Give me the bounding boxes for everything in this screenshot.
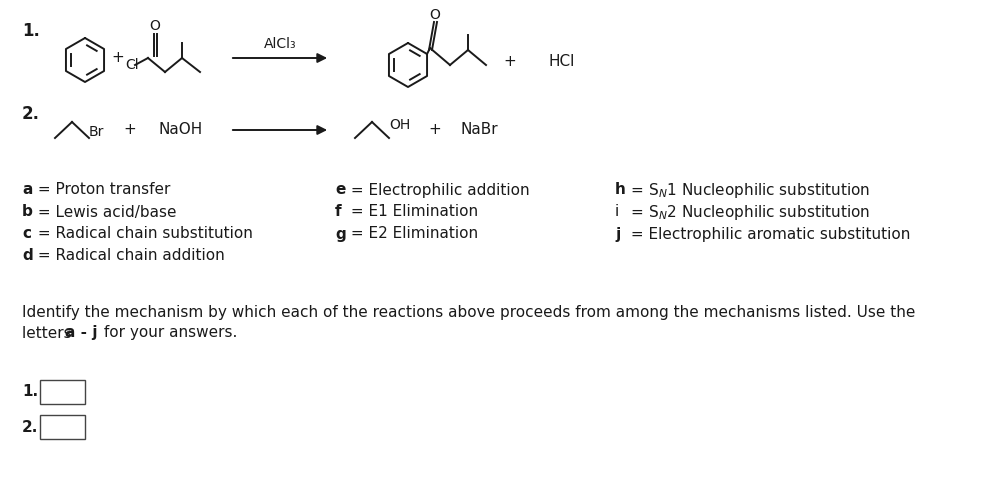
Text: = Radical chain addition: = Radical chain addition	[33, 248, 225, 263]
Text: 2.: 2.	[22, 105, 40, 123]
Bar	[40, 415, 85, 439]
Text: = Electrophilic aromatic substitution: = Electrophilic aromatic substitution	[626, 227, 910, 242]
Text: 1.: 1.	[22, 22, 39, 40]
Text: Identify the mechanism by which each of the reactions above proceeds from among : Identify the mechanism by which each of …	[22, 305, 915, 320]
Text: Cl: Cl	[125, 58, 139, 72]
Text: O: O	[150, 19, 161, 33]
Text: = Radical chain substitution: = Radical chain substitution	[33, 227, 252, 242]
Text: NaOH: NaOH	[158, 122, 202, 137]
Text: +: +	[123, 122, 136, 137]
Text: g: g	[335, 227, 346, 242]
Text: +: +	[429, 122, 442, 137]
Text: = Proton transfer: = Proton transfer	[33, 182, 171, 197]
Text: AlCl₃: AlCl₃	[263, 37, 297, 51]
Text: = E2 Elimination: = E2 Elimination	[346, 227, 478, 242]
Text: = S$_{N}$2 Nucleophilic substitution: = S$_{N}$2 Nucleophilic substitution	[626, 202, 870, 222]
Text: i: i	[615, 205, 619, 220]
Text: Br: Br	[89, 125, 105, 139]
Text: = Lewis acid/base: = Lewis acid/base	[33, 205, 176, 220]
Text: h: h	[615, 182, 626, 197]
Text: f: f	[335, 205, 341, 220]
Text: 1.: 1.	[22, 384, 38, 399]
Text: letters: letters	[22, 326, 77, 341]
Text: = Electrophilic addition: = Electrophilic addition	[346, 182, 529, 197]
Text: O: O	[430, 8, 441, 22]
Text: j: j	[615, 227, 620, 242]
Bar	[40, 380, 85, 404]
Text: OH: OH	[389, 118, 410, 132]
Text: b: b	[22, 205, 33, 220]
Text: for your answers.: for your answers.	[99, 326, 238, 341]
Text: +: +	[504, 55, 517, 70]
Text: +: +	[111, 50, 124, 65]
Text: NaBr: NaBr	[460, 122, 498, 137]
Text: = S$_{N}$1 Nucleophilic substitution: = S$_{N}$1 Nucleophilic substitution	[626, 181, 870, 199]
Text: a - j: a - j	[65, 326, 98, 341]
Text: c: c	[22, 227, 31, 242]
Text: e: e	[335, 182, 345, 197]
Text: HCl: HCl	[548, 55, 575, 70]
Text: a: a	[22, 182, 33, 197]
Text: = E1 Elimination: = E1 Elimination	[346, 205, 478, 220]
Text: 2.: 2.	[22, 420, 38, 435]
Text: d: d	[22, 248, 33, 263]
